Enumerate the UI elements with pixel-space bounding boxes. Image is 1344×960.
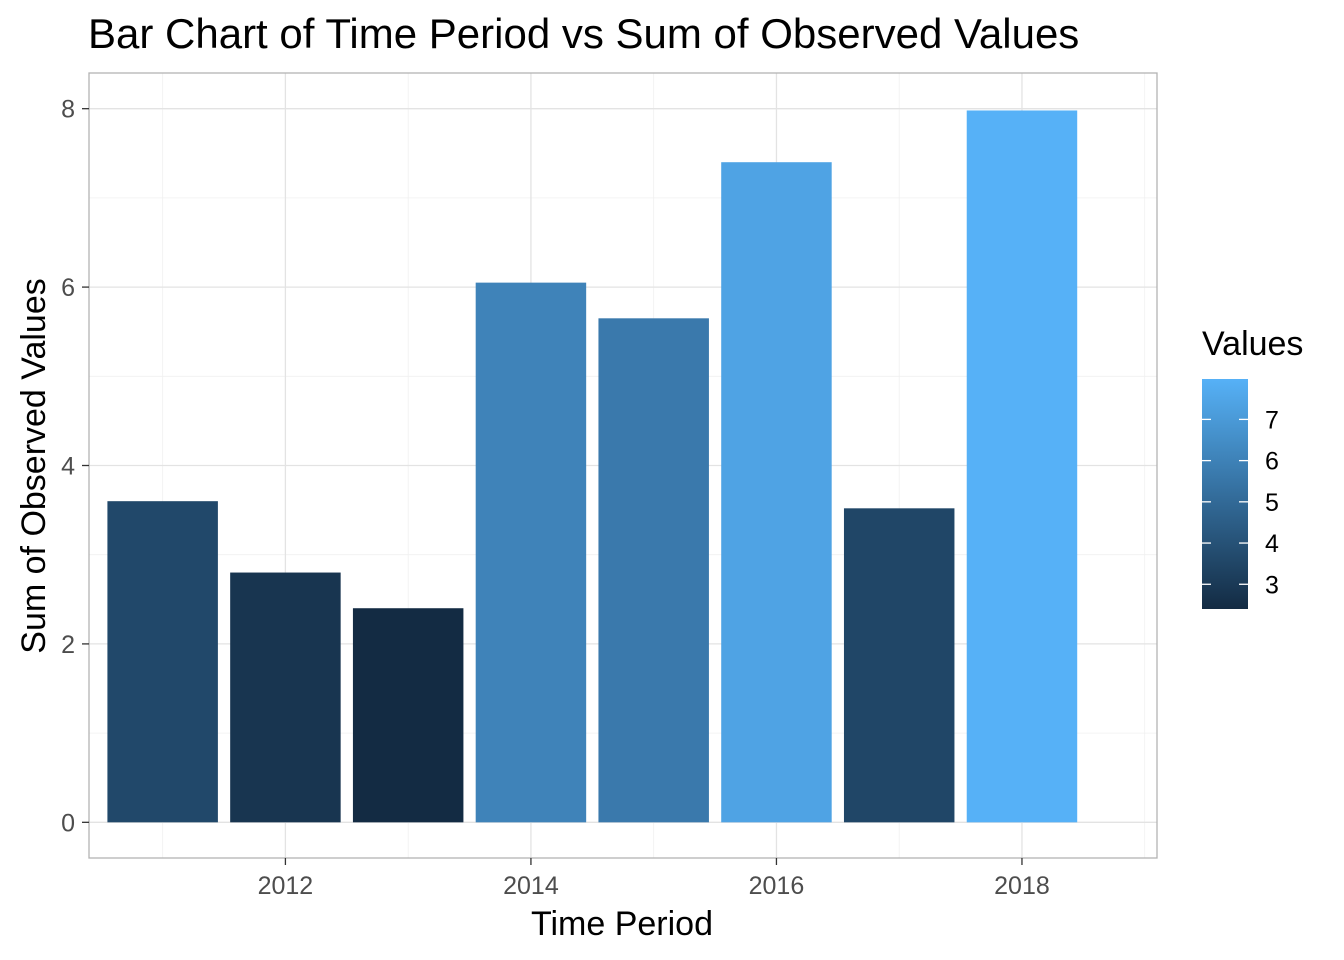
x-tick-label: 2012 [258,872,314,900]
bar-2015 [598,318,709,823]
legend-label: 4 [1265,530,1279,558]
x-axis-title: Time Period [531,905,713,943]
bar-2016 [721,162,832,823]
x-tick-label: 2014 [503,872,559,900]
bar-2013 [352,608,464,823]
legend-label: 5 [1265,489,1279,517]
x-axis: 2012 2014 2016 2018 [258,858,1050,900]
bar-2011 [107,501,218,823]
legend-label: 3 [1265,571,1279,599]
y-axis: 0 2 4 6 8 [61,96,89,837]
legend: Values 3 4 5 6 7 [1202,325,1303,609]
bar-2018 [966,110,1078,823]
legend-label: 6 [1265,448,1279,476]
bar-2017 [843,508,955,823]
y-tick-label: 4 [61,453,75,481]
legend-ticks: 3 4 5 6 7 [1202,406,1279,599]
chart-title: Bar Chart of Time Period vs Sum of Obser… [88,10,1079,57]
bar-2012 [230,572,341,823]
x-tick-label: 2018 [994,872,1050,900]
legend-label: 7 [1265,406,1279,434]
y-tick-label: 6 [61,274,75,302]
bar-2014 [475,282,587,823]
y-tick-label: 2 [61,631,75,659]
legend-title: Values [1202,325,1303,363]
y-tick-label: 0 [61,809,75,837]
y-tick-label: 8 [61,96,75,124]
x-tick-label: 2016 [749,872,805,900]
bars [107,110,1078,823]
y-axis-title: Sum of Observed Values [15,278,53,653]
legend-colorbar [1202,379,1248,609]
